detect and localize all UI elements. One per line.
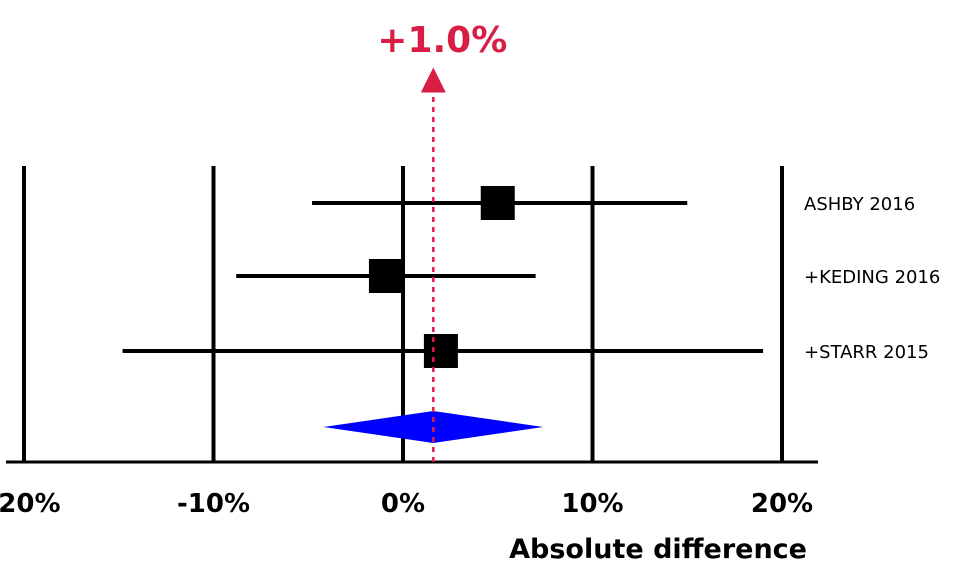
vertical-gridlines xyxy=(22,166,784,462)
x-tick-label: 20% xyxy=(751,489,813,519)
x-axis: -20% -10% 0% 10% 20% xyxy=(0,460,818,519)
point-estimate-square xyxy=(480,186,515,220)
x-tick-label: 10% xyxy=(561,489,623,519)
point-estimate-square xyxy=(423,334,458,368)
x-tick-label: -20% xyxy=(0,489,61,519)
reference-line-group: +1.0% xyxy=(377,20,507,462)
x-tick-label: 0% xyxy=(381,489,425,519)
x-tick-label: -10% xyxy=(177,489,250,519)
study-label: +STARR 2015 xyxy=(804,342,929,363)
study-label: +KEDING 2016 xyxy=(804,267,940,288)
x-axis-label: Absolute difference xyxy=(509,534,807,565)
study-label: ASHBY 2016 xyxy=(804,194,915,215)
point-estimate-square xyxy=(368,259,403,293)
reference-line-label: +1.0% xyxy=(377,20,507,61)
study-rows: ASHBY 2016 +KEDING 2016 +STARR 2015 xyxy=(122,186,940,368)
